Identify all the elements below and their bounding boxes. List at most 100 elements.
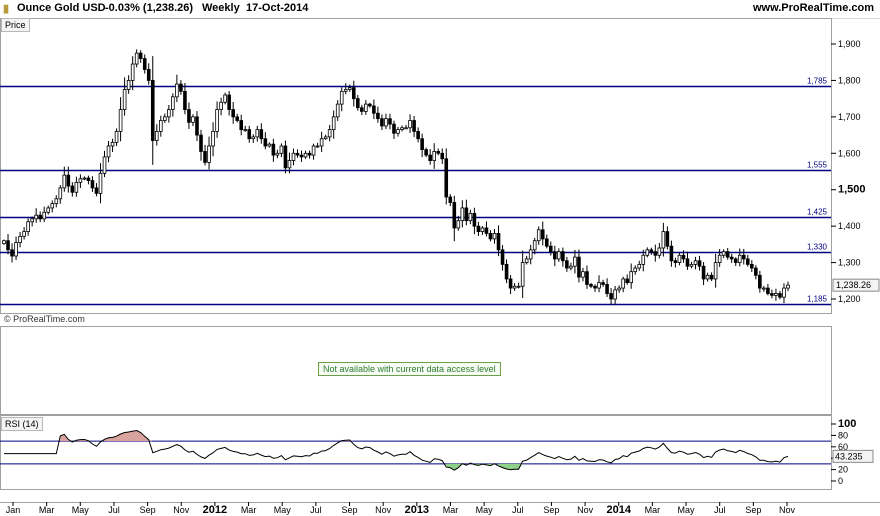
candle-19 [78, 174, 83, 189]
candle-181 [729, 253, 734, 263]
candle-body-71 [287, 160, 292, 169]
candle-1 [6, 234, 10, 255]
candle-160 [645, 247, 650, 258]
candle-176 [709, 272, 714, 282]
candle-126 [508, 275, 513, 295]
candle-body-165 [665, 231, 670, 247]
candle-body-57 [231, 109, 235, 118]
candle-40 [163, 113, 167, 123]
candle-108 [436, 148, 441, 156]
candle-body-175 [705, 274, 710, 280]
candle-body-91 [368, 103, 372, 107]
candle-body-117 [472, 212, 477, 227]
candle-190 [766, 283, 770, 296]
candle-body-185 [745, 258, 750, 265]
price-axis-label-1800: 1,800 [838, 75, 861, 85]
candle-114 [460, 200, 465, 228]
candle-body-114 [460, 207, 465, 222]
candle-body-52 [211, 131, 215, 147]
site-link[interactable]: www.ProRealTime.com [752, 2, 874, 14]
candle-body-13 [54, 198, 59, 204]
candle-body-191 [770, 293, 774, 296]
candle-188 [758, 270, 762, 293]
candle-body-194 [782, 287, 786, 298]
rsi-axis-label-20: 20 [838, 465, 848, 475]
candle-83 [335, 100, 340, 122]
candle-121 [488, 230, 493, 242]
candle-79 [319, 131, 324, 153]
candle-174 [701, 262, 706, 286]
rsi-line [4, 429, 789, 471]
candle-195 [786, 281, 790, 292]
candle-43 [175, 74, 179, 103]
candle-body-179 [721, 251, 726, 256]
time-axis-label-19: Mar [645, 505, 661, 515]
candle-body-106 [428, 154, 432, 161]
candle-body-18 [74, 182, 79, 193]
candle-86 [347, 84, 352, 92]
price-panel-label: Price [1, 18, 30, 32]
candle-body-89 [360, 107, 364, 112]
candle-182 [733, 257, 738, 267]
candle-body-20 [82, 177, 87, 180]
candle-body-101 [408, 120, 412, 129]
candle-body-35 [142, 58, 147, 70]
candle-body-184 [741, 254, 746, 260]
candle-110 [444, 148, 449, 205]
candle-body-119 [480, 227, 485, 233]
candle-body-3 [14, 242, 18, 257]
time-axis-label-4: Sep [140, 505, 156, 515]
candle-body-85 [343, 89, 348, 92]
candle-137 [553, 245, 557, 267]
candle-183 [737, 248, 742, 267]
candle-body-49 [199, 134, 203, 152]
candle-23 [94, 183, 99, 197]
candle-38 [154, 124, 159, 146]
candle-104 [420, 133, 424, 158]
candle-body-168 [677, 254, 682, 263]
candle-body-127 [512, 285, 517, 289]
candle-97 [392, 120, 396, 139]
level-label-1185: 1,185 [807, 295, 828, 304]
time-axis-label-11: Nov [375, 505, 392, 515]
candle-37 [150, 56, 155, 165]
rsi-panel-label: RSI (14) [1, 417, 43, 431]
candle-body-72 [291, 152, 296, 161]
candle-body-41 [167, 109, 171, 118]
candle-165 [665, 226, 670, 250]
candle-11 [46, 205, 51, 215]
candle-26 [106, 141, 111, 163]
candle-171 [689, 261, 694, 269]
candle-body-150 [605, 284, 609, 294]
candle-163 [657, 242, 662, 259]
candle-body-100 [404, 127, 408, 130]
candle-body-12 [50, 203, 55, 209]
candle-body-2 [10, 249, 14, 257]
candle-57 [231, 101, 235, 124]
candle-body-56 [227, 94, 231, 110]
candle-192 [774, 288, 778, 301]
candle-body-31 [126, 80, 131, 90]
candle-7 [30, 216, 34, 227]
candle-body-129 [520, 262, 525, 287]
candle-body-126 [508, 278, 513, 289]
candle-body-149 [601, 282, 605, 285]
candle-body-66 [267, 143, 272, 147]
candle-body-142 [573, 256, 577, 267]
candle-177 [713, 253, 718, 288]
candle-39 [158, 115, 163, 137]
candle-157 [633, 265, 638, 275]
candle-body-113 [456, 220, 461, 229]
time-axis-label-17: Nov [577, 505, 594, 515]
candle-29 [118, 97, 123, 142]
candle-130 [524, 255, 529, 265]
candle-body-79 [319, 138, 324, 147]
candle-body-123 [496, 233, 501, 251]
candle-112 [452, 195, 457, 242]
candle-body-107 [432, 151, 436, 161]
candle-30 [122, 77, 127, 116]
candle-body-153 [617, 287, 621, 291]
candle-66 [267, 142, 272, 148]
instrument-icon: ▮ [3, 3, 10, 15]
